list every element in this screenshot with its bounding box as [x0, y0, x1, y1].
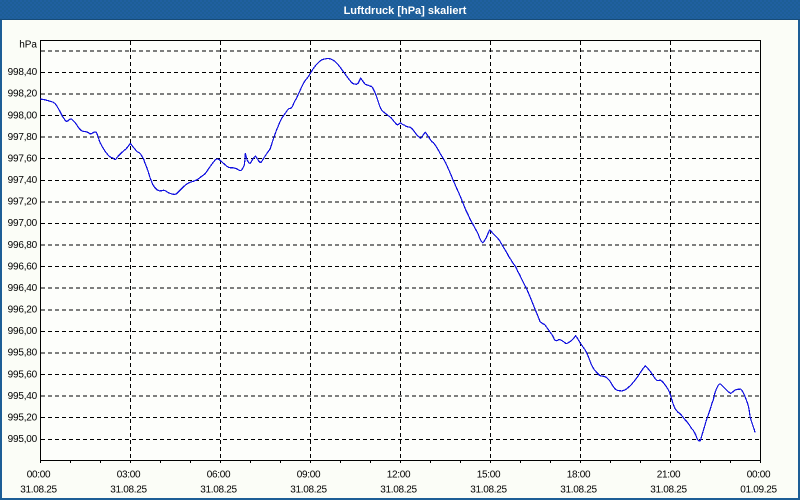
svg-text:996,20: 996,20 [8, 305, 38, 316]
svg-text:06:00: 06:00 [207, 469, 231, 480]
svg-text:998,20: 998,20 [8, 89, 38, 100]
svg-text:31.08.25: 31.08.25 [650, 484, 687, 495]
svg-text:21:00: 21:00 [657, 469, 681, 480]
svg-text:Luftdruck [hPa] skaliert: Luftdruck [hPa] skaliert [344, 5, 467, 17]
svg-text:995,80: 995,80 [8, 348, 38, 359]
svg-text:00:00: 00:00 [747, 469, 771, 480]
svg-text:997,00: 997,00 [8, 218, 38, 229]
svg-text:31.08.25: 31.08.25 [200, 484, 237, 495]
svg-text:hPa: hPa [19, 40, 37, 51]
svg-text:996,60: 996,60 [8, 261, 38, 272]
svg-text:31.08.25: 31.08.25 [20, 484, 57, 495]
svg-text:18:00: 18:00 [567, 469, 591, 480]
svg-text:995,20: 995,20 [8, 412, 38, 423]
svg-text:997,60: 997,60 [8, 153, 38, 164]
svg-text:997,40: 997,40 [8, 175, 38, 186]
svg-text:01.09.25: 01.09.25 [740, 484, 777, 495]
svg-text:995,40: 995,40 [8, 391, 38, 402]
svg-text:998,00: 998,00 [8, 110, 38, 121]
svg-text:15:00: 15:00 [477, 469, 501, 480]
svg-text:995,60: 995,60 [8, 369, 38, 380]
svg-text:31.08.25: 31.08.25 [470, 484, 507, 495]
svg-text:997,80: 997,80 [8, 132, 38, 143]
svg-text:03:00: 03:00 [117, 469, 141, 480]
svg-text:997,20: 997,20 [8, 197, 38, 208]
svg-text:31.08.25: 31.08.25 [560, 484, 597, 495]
svg-text:995,00: 995,00 [8, 434, 38, 445]
svg-text:996,00: 996,00 [8, 326, 38, 337]
svg-text:12:00: 12:00 [387, 469, 411, 480]
svg-text:31.08.25: 31.08.25 [290, 484, 327, 495]
svg-text:996,80: 996,80 [8, 240, 38, 251]
svg-text:09:00: 09:00 [297, 469, 321, 480]
svg-text:00:00: 00:00 [27, 469, 51, 480]
svg-text:31.08.25: 31.08.25 [110, 484, 147, 495]
svg-text:31.08.25: 31.08.25 [380, 484, 417, 495]
svg-text:998,40: 998,40 [8, 67, 38, 78]
svg-text:996,40: 996,40 [8, 283, 38, 294]
